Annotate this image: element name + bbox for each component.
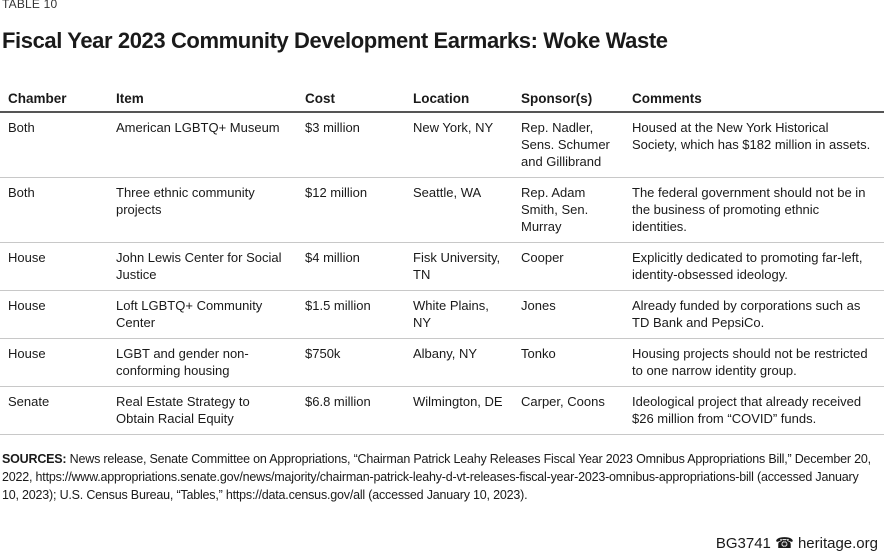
liberty-bell-icon: ☎	[775, 535, 794, 552]
cell-sponsors: Rep. Adam Smith, Sen. Murray	[513, 177, 624, 243]
cell-sponsors: Rep. Nadler, Sens. Schumer and Gillibran…	[513, 112, 624, 178]
cell-sponsors: Cooper	[513, 242, 624, 291]
sources-label: SOURCES:	[2, 452, 67, 466]
cell-item: Three ethnic community projects	[108, 177, 297, 243]
cell-sponsors: Jones	[513, 290, 624, 339]
report-code: BG3741	[715, 535, 771, 552]
header-chamber: Chamber	[0, 86, 108, 113]
cell-comments: Already funded by corporations such as T…	[624, 290, 884, 339]
table-row: House LGBT and gender non-conforming hous…	[0, 338, 884, 387]
cell-sponsors: Tonko	[513, 338, 624, 387]
cell-cost: $1.5 million	[297, 290, 405, 339]
cell-cost: $4 million	[297, 242, 405, 291]
cell-comments: The federal government should not be in …	[624, 177, 884, 243]
table-label: TABLE 10	[2, 0, 58, 11]
table-row: House John Lewis Center for Social Justic…	[0, 242, 884, 291]
cell-item: American LGBTQ+ Museum	[108, 112, 297, 178]
cell-location: Wilmington, DE	[405, 386, 513, 435]
table-row: Both Three ethnic community projects $12 m…	[0, 177, 884, 243]
header-location: Location	[405, 86, 513, 113]
cell-comments: Explicitly dedicated to promoting far-le…	[624, 242, 884, 291]
sources-text: News release, Senate Committee on Approp…	[2, 452, 871, 502]
cell-location: Fisk University, TN	[405, 242, 513, 291]
footer: BG3741 ☎ heritage.org	[716, 534, 878, 552]
cell-chamber: Both	[0, 177, 108, 243]
header-sponsors: Sponsor(s)	[513, 86, 624, 113]
header-item: Item	[108, 86, 297, 113]
cell-cost: $6.8 million	[297, 386, 405, 435]
header-cost: Cost	[297, 86, 405, 113]
cell-item: Loft LGBTQ+ Community Center	[108, 290, 297, 339]
cell-comments: Housed at the New York Historical Societ…	[624, 112, 884, 178]
cell-chamber: Both	[0, 112, 108, 178]
table-row: Both American LGBTQ+ Museum $3 million New …	[0, 112, 884, 178]
earmarks-table: Chamber Item Cost Location Sponsor(s) Co…	[0, 86, 884, 435]
table-row: House Loft LGBTQ+ Community Center $1.5 mi…	[0, 290, 884, 339]
page-title: Fiscal Year 2023 Community Development E…	[2, 28, 668, 53]
cell-comments: Housing projects should not be restricte…	[624, 338, 884, 387]
cell-cost: $750k	[297, 338, 405, 387]
site-link[interactable]: heritage.org	[797, 535, 878, 552]
cell-item: LGBT and gender non-conforming housing	[108, 338, 297, 387]
cell-chamber: House	[0, 242, 108, 291]
sources-note: SOURCES: News release, Senate Committee …	[2, 450, 878, 504]
cell-sponsors: Carper, Coons	[513, 386, 624, 435]
cell-location: White Plains, NY	[405, 290, 513, 339]
cell-chamber: Senate	[0, 386, 108, 435]
cell-chamber: House	[0, 290, 108, 339]
cell-item: Real Estate Strategy to Obtain Racial Eq…	[108, 386, 297, 435]
cell-cost: $3 million	[297, 112, 405, 178]
cell-comments: Ideological project that already receive…	[624, 386, 884, 435]
cell-chamber: House	[0, 338, 108, 387]
header-comments: Comments	[624, 86, 884, 113]
table-header-row: Chamber Item Cost Location Sponsor(s) Co…	[0, 86, 884, 113]
cell-cost: $12 million	[297, 177, 405, 243]
cell-location: Albany, NY	[405, 338, 513, 387]
cell-location: Seattle, WA	[405, 177, 513, 243]
cell-location: New York, NY	[405, 112, 513, 178]
cell-item: John Lewis Center for Social Justice	[108, 242, 297, 291]
table-row: Senate Real Estate Strategy to Obtain Rac…	[0, 386, 884, 435]
